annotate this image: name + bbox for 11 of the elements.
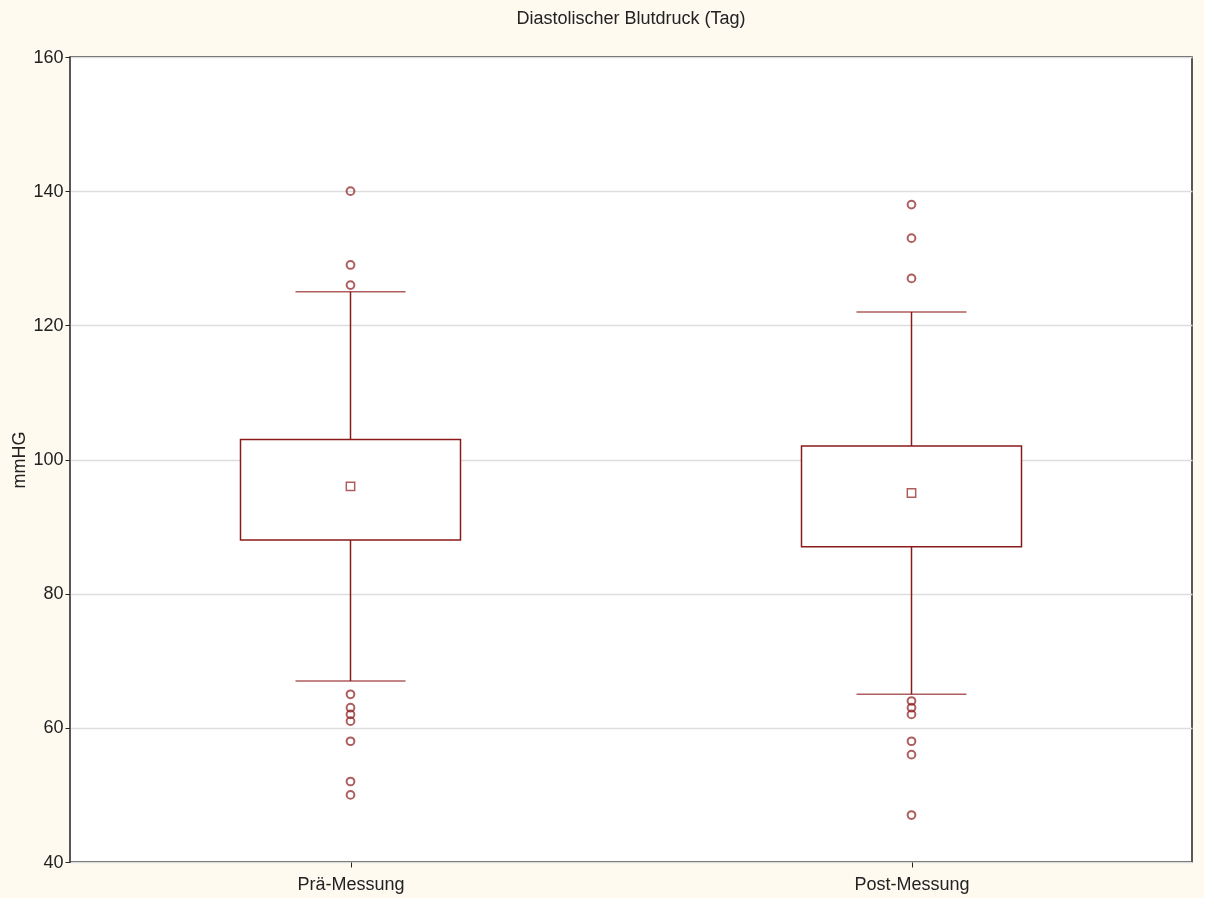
chart-title: Diastolischer Blutdruck (Tag) [516, 8, 746, 28]
x-tick-label: Prä-Messung [297, 873, 405, 894]
y-axis-title: mmHG [9, 431, 30, 489]
x-tick-label: Post-Messung [854, 873, 970, 894]
y-tick-label: 140 [33, 180, 64, 201]
y-tick-label: 120 [33, 314, 64, 335]
y-tick-label: 40 [43, 851, 64, 872]
y-tick-label: 100 [33, 449, 64, 469]
y-tick-label: 160 [33, 46, 64, 67]
y-tick-label: 60 [43, 717, 64, 738]
y-tick-label: 80 [43, 583, 64, 604]
